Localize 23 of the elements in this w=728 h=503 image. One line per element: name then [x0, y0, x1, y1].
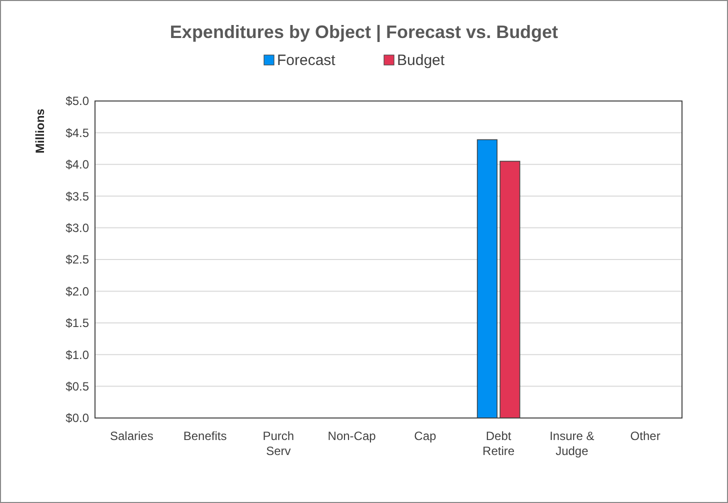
legend-label: Budget — [397, 52, 446, 69]
y-tick-label: $4.0 — [66, 158, 90, 172]
y-axis-title: Millions — [33, 108, 47, 154]
x-tick-label: Purch Serv — [262, 429, 294, 458]
y-tick-label: $0.0 — [66, 411, 90, 426]
legend-label: Forecast — [277, 52, 336, 69]
x-tick-label: Debt Retire — [482, 429, 515, 458]
y-tick-label: $3.5 — [66, 189, 90, 204]
x-tick-label: Non-Cap — [328, 429, 376, 443]
x-tick-label: Salaries — [110, 429, 154, 443]
x-tick-label: Other — [630, 429, 660, 443]
y-tick-label: $3.0 — [66, 221, 90, 235]
x-tick-label: Benefits — [183, 429, 227, 443]
y-tick-label: $0.5 — [66, 380, 90, 394]
x-tick-label: Cap — [414, 429, 437, 443]
x-tick-label: Insure & Judge — [550, 429, 594, 458]
y-tick-label: $1.5 — [66, 316, 90, 330]
y-tick-label: $2.5 — [66, 252, 90, 267]
chart-title: Expenditures by Object | Forecast vs. Budget — [170, 22, 558, 42]
y-tick-label: $2.0 — [66, 284, 90, 298]
y-tick-label: $4.5 — [66, 126, 90, 140]
y-tick-label: $1.0 — [66, 348, 90, 362]
y-tick-label: $5.0 — [66, 94, 90, 108]
